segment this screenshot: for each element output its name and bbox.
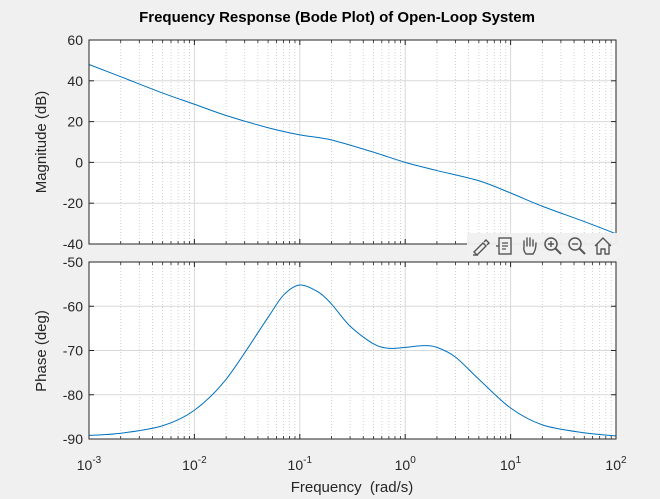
x-axis-label: Frequency (rad/s) — [291, 479, 414, 496]
y-tick-label: 0 — [75, 154, 83, 170]
home-icon[interactable] — [592, 235, 614, 257]
magnitude-series-line — [88, 64, 617, 235]
magnitude-ylabel: Magnitude (dB) — [33, 91, 50, 194]
phase-y-tick-labels: -50 -60 -70 -80 -90 — [63, 254, 83, 447]
x-tick-label: 102 — [605, 455, 627, 473]
x-tick-label: 100 — [395, 455, 417, 473]
y-tick-label: -70 — [63, 343, 83, 359]
x-tick-label: 101 — [500, 455, 522, 473]
data-tips-icon[interactable] — [494, 235, 516, 257]
phase-grid — [89, 262, 616, 439]
chart-title: Frequency Response (Bode Plot) of Open-L… — [139, 9, 535, 26]
magnitude-axes-box — [88, 39, 617, 245]
x-tick-label: 10-2 — [182, 455, 207, 473]
y-tick-label: 20 — [67, 114, 83, 130]
y-tick-label: 40 — [67, 73, 83, 89]
y-tick-label: -50 — [63, 254, 83, 270]
magnitude-panel: 60 40 20 0 -20 -40 Magnitude (dB) — [33, 32, 617, 252]
x-tick-labels: 10-3 10-2 10-1 100 101 102 — [77, 455, 627, 473]
phase-ylabel: Phase (deg) — [33, 310, 50, 392]
magnitude-axes-background — [89, 40, 616, 244]
y-tick-label: -40 — [63, 236, 83, 252]
zoom-in-icon[interactable] — [542, 235, 564, 257]
magnitude-y-tick-labels: 60 40 20 0 -20 -40 — [63, 32, 83, 252]
toolbar-background — [467, 233, 617, 259]
phase-panel: -50 -60 -70 -80 -90 10-3 10-2 10-1 100 101 102 Ph… — [33, 254, 627, 496]
pan-hand-icon[interactable] — [518, 235, 540, 257]
y-tick-label: -90 — [63, 431, 83, 447]
phase-ticks — [88, 261, 617, 440]
x-tick-label: 10-1 — [288, 455, 313, 473]
y-tick-label: -80 — [63, 387, 83, 403]
x-tick-label: 10-3 — [77, 455, 102, 473]
y-tick-label: -60 — [63, 298, 83, 314]
phase-series-line — [88, 284, 617, 437]
magnitude-grid — [89, 40, 616, 244]
axes-toolbar — [467, 233, 617, 259]
y-tick-label: -20 — [63, 195, 83, 211]
y-tick-label: 60 — [67, 32, 83, 48]
zoom-out-icon[interactable] — [566, 235, 588, 257]
brush-edit-icon[interactable] — [470, 235, 492, 257]
